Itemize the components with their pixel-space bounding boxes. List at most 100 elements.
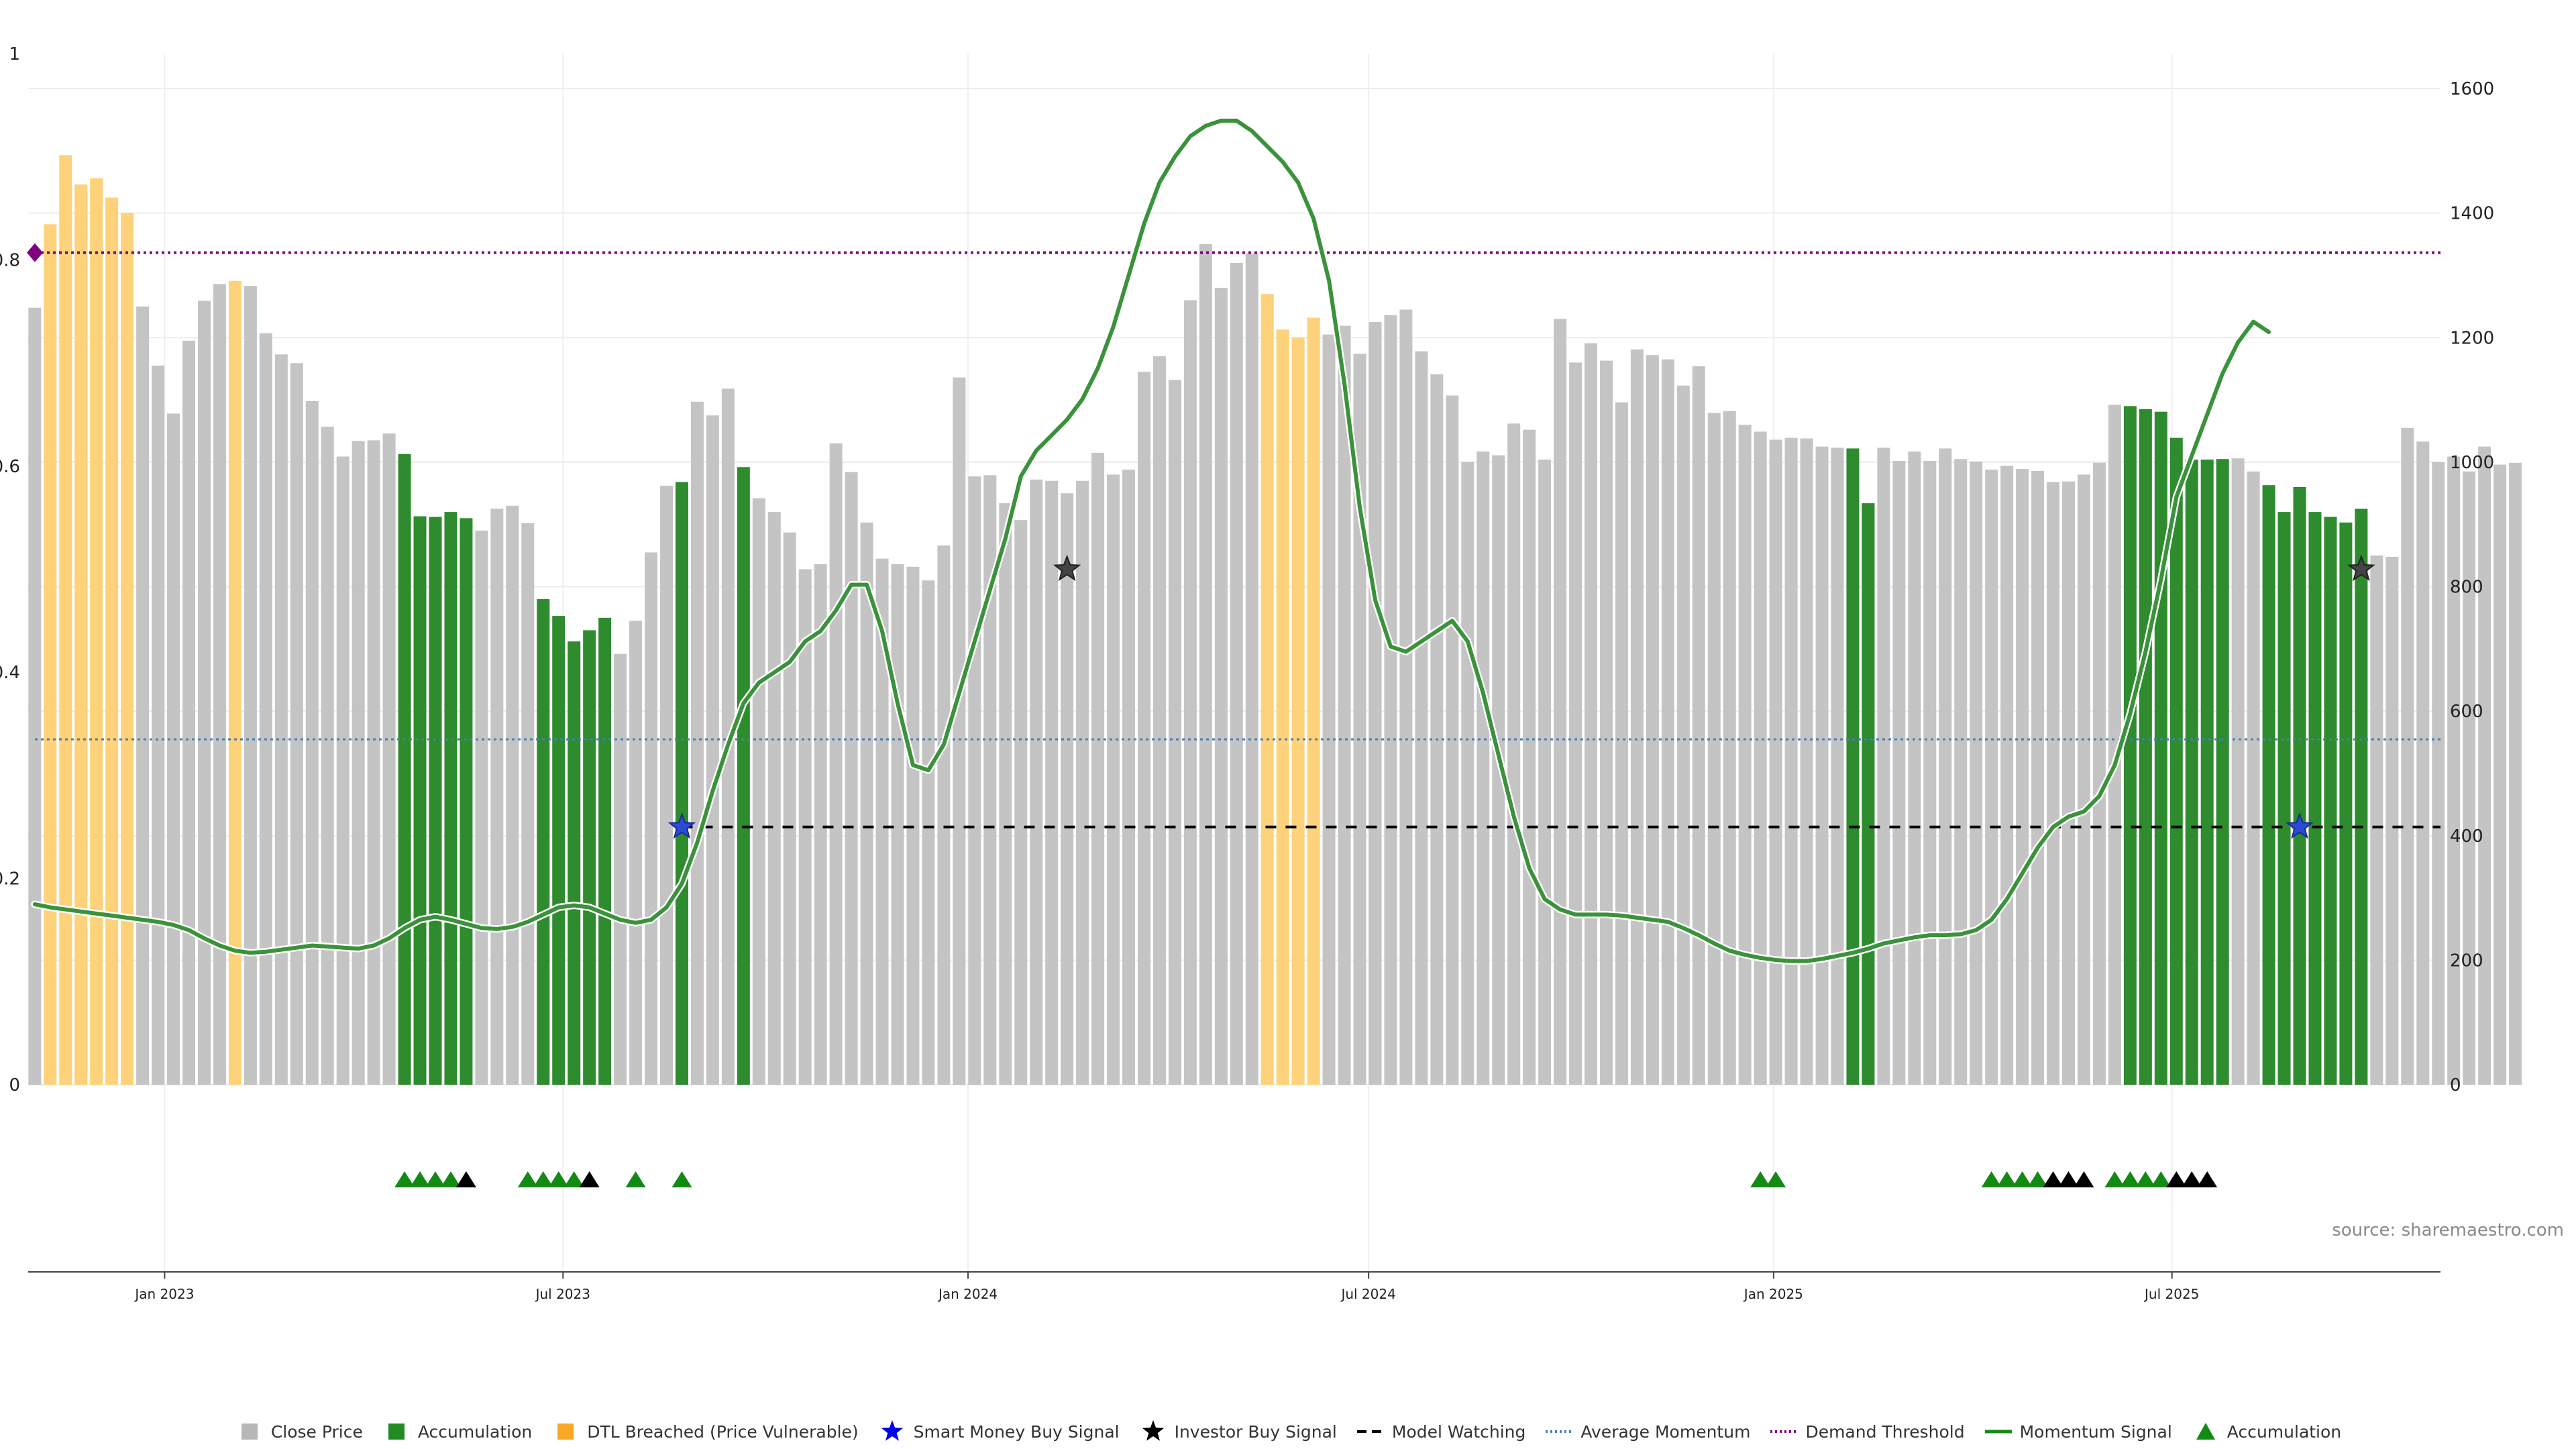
bar-gray <box>829 443 843 1085</box>
accumulation-triangle-black <box>579 1171 600 1187</box>
bar-gray <box>1122 470 1136 1085</box>
bar-gray <box>1877 447 1890 1085</box>
bar-gray <box>1754 431 1767 1085</box>
bar-gray <box>968 476 981 1085</box>
bar-green <box>568 641 581 1085</box>
bar-green <box>2324 517 2337 1085</box>
accumulation-triangle <box>2027 1171 2048 1187</box>
accumulation-triangle <box>2151 1171 2171 1187</box>
bar-gray <box>922 580 935 1085</box>
left-tick-label: 0.4 <box>0 663 20 683</box>
investor-buy-star <box>2347 554 2375 582</box>
bar-gray <box>783 532 796 1085</box>
bar-green <box>2169 437 2183 1085</box>
bar-gray <box>1214 288 1228 1085</box>
legend-label: Smart Money Buy Signal <box>913 1421 1120 1442</box>
bar-gray <box>1908 451 1921 1085</box>
bar-orange <box>1307 317 1320 1085</box>
bar-green <box>2355 508 2368 1085</box>
bar-gray <box>2062 481 2076 1085</box>
accumulation-triangle <box>625 1171 646 1187</box>
accumulation-triangle <box>2120 1171 2141 1187</box>
bar-gray <box>2108 405 2121 1085</box>
bar-gray <box>937 545 951 1085</box>
legend-star-icon <box>1138 1419 1168 1444</box>
bar-gray <box>1970 461 1983 1085</box>
left-tick-label: 1 <box>9 44 20 64</box>
bar-gray <box>767 512 781 1085</box>
bar-gray <box>2031 470 2045 1085</box>
legend-item: Model Watching <box>1356 1419 1525 1444</box>
bar-gray <box>1477 451 1490 1085</box>
legend-item: Smart Money Buy Signal <box>877 1419 1120 1444</box>
right-tick-label: 600 <box>2450 702 2483 722</box>
bar-green <box>2154 411 2167 1085</box>
accumulation-triangle-black <box>2043 1171 2063 1187</box>
bar-gray <box>2401 427 2414 1085</box>
accumulation-triangle-black <box>455 1171 476 1187</box>
momentum-signal-line <box>32 118 2271 963</box>
bar-gray <box>2247 471 2260 1085</box>
bar-gray <box>521 523 535 1085</box>
bar-gray <box>305 400 319 1085</box>
bar-gray <box>999 503 1012 1085</box>
bar-gray <box>814 564 827 1085</box>
bar-gray <box>152 366 165 1085</box>
bar-gray <box>2047 482 2060 1085</box>
bar-gray <box>659 486 673 1085</box>
bar-gray <box>244 286 257 1085</box>
legend-label: Momentum Signal <box>2019 1421 2172 1442</box>
legend-label: Accumulation <box>417 1421 533 1442</box>
legend-item: Investor Buy Signal <box>1138 1419 1337 1444</box>
bar-gray <box>2509 462 2522 1085</box>
bar-gray <box>1630 349 1644 1085</box>
legend-item: DTL Breached (Price Vulnerable) <box>551 1419 859 1444</box>
right-tick-label: 1600 <box>2450 79 2494 99</box>
legend-item: Demand Threshold <box>1769 1419 1965 1444</box>
bar-gray <box>1831 447 1844 1085</box>
bar-gray <box>2385 556 2399 1085</box>
bar-gray <box>1569 362 1582 1085</box>
accumulation-triangle-black <box>2058 1171 2079 1187</box>
bar-gray <box>1692 366 1705 1085</box>
bar-gray <box>274 354 288 1085</box>
bar-gray <box>1091 452 1105 1085</box>
legend-dotted-icon <box>1769 1419 1799 1444</box>
bar-green <box>552 616 566 1085</box>
bar-gray <box>1076 480 1089 1085</box>
bar-green <box>2200 460 2214 1085</box>
bar-gray <box>629 621 643 1085</box>
bar-gray <box>2416 441 2430 1085</box>
bar-gray <box>1892 461 1906 1085</box>
bar-gray <box>321 426 334 1085</box>
reference-lines <box>35 251 2440 828</box>
right-tick-label: 200 <box>2450 951 2483 971</box>
bar-gray <box>614 653 627 1085</box>
bar-gray <box>167 413 180 1085</box>
bar-gray <box>367 440 380 1085</box>
left-tick-label: 0 <box>9 1075 20 1095</box>
accumulation-triangle <box>440 1171 461 1187</box>
bar-green <box>583 630 596 1085</box>
accumulation-triangle <box>533 1171 553 1187</box>
bar-gray <box>382 433 396 1085</box>
bar-gray <box>1199 244 1212 1085</box>
bar-green <box>537 599 550 1085</box>
bar-orange <box>74 184 88 1085</box>
legend-item: Accumulation <box>382 1419 532 1444</box>
bar-gray <box>197 301 211 1085</box>
momentum-signal-group <box>31 117 2273 965</box>
legend-label: DTL Breached (Price Vulnerable) <box>587 1421 859 1442</box>
bar-green <box>398 453 411 1085</box>
bar-gray <box>1183 300 1197 1085</box>
accumulation-triangle <box>425 1171 445 1187</box>
bar-gray <box>1738 425 1752 1085</box>
bar-gray <box>2463 471 2476 1085</box>
bar-orange <box>121 213 134 1085</box>
bar-gray <box>1384 315 1397 1085</box>
legend-square-icon <box>382 1419 411 1444</box>
accumulation-triangle <box>410 1171 431 1187</box>
bar-gray <box>1322 334 1336 1085</box>
bar-gray <box>752 498 765 1085</box>
